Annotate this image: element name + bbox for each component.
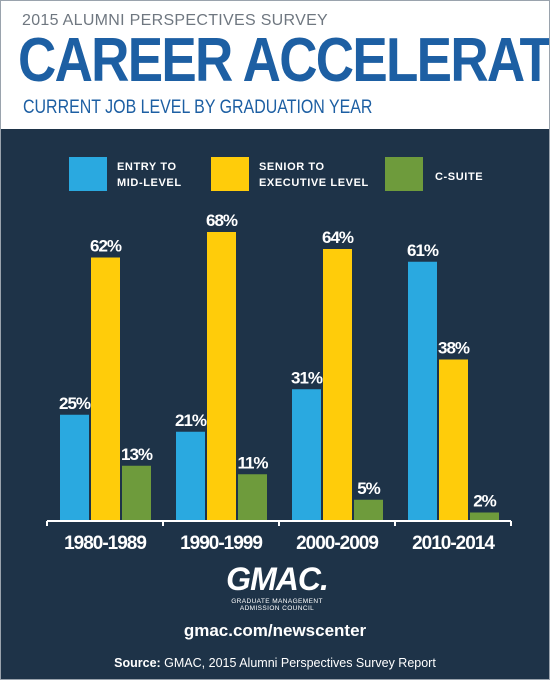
bar-entry-2010-2014	[408, 261, 437, 521]
legend-swatch-senior	[211, 157, 249, 191]
source-note: Source: GMAC, 2015 Alumni Perspectives S…	[1, 656, 549, 670]
bar-label-csuite-2010-2014: 2%	[473, 492, 496, 511]
header: 2015 ALUMNI PERSPECTIVES SURVEY CAREER A…	[1, 1, 549, 129]
page-title: CAREER ACCELERATION	[18, 26, 550, 95]
gmac-logo: GMAC.	[226, 561, 329, 597]
bar-label-entry-1990-1999: 21%	[175, 411, 207, 430]
legend-label-entry: ENTRY TO MID-LEVEL	[117, 161, 182, 189]
newscenter-link[interactable]: gmac.com/newscenter	[183, 621, 367, 640]
bar-label-csuite-2000-2009: 5%	[357, 479, 380, 498]
legend-label-csuite: C-SUITE	[435, 171, 484, 183]
bar-csuite-1990-1999	[238, 474, 267, 521]
survey-title: 2015 ALUMNI PERSPECTIVES SURVEY	[22, 12, 329, 29]
bar-senior-2010-2014	[439, 359, 468, 521]
legend-label-senior: SENIOR TO EXECUTIVE LEVEL	[259, 161, 369, 189]
bar-label-entry-2000-2009: 31%	[291, 368, 323, 387]
legend-swatch-entry	[69, 157, 107, 191]
bar-label-csuite-1980-1989: 13%	[121, 445, 153, 464]
bar-senior-1980-1989	[91, 257, 120, 521]
bar-label-senior-2010-2014: 38%	[438, 339, 470, 358]
bar-entry-1980-1989	[60, 414, 89, 521]
category-label-2000-2009: 2000-2009	[296, 533, 378, 554]
bar-entry-1990-1999	[176, 431, 205, 521]
bar-label-senior-2000-2009: 64%	[322, 228, 354, 247]
bar-entry-2000-2009	[292, 389, 321, 521]
legend-swatch-csuite	[385, 157, 423, 191]
bar-senior-2000-2009	[323, 249, 352, 521]
bar-senior-1990-1999	[207, 232, 236, 521]
category-label-1980-1989: 1980-1989	[64, 533, 146, 554]
bar-csuite-1980-1989	[122, 465, 151, 521]
category-label-1990-1999: 1990-1999	[180, 533, 262, 554]
gmac-logo-subtext: GRADUATE MANAGEMENT ADMISSION COUNCIL	[231, 598, 323, 612]
source-text: GMAC, 2015 Alumni Perspectives Survey Re…	[160, 656, 436, 670]
chart-subtitle: CURRENT JOB LEVEL BY GRADUATION YEAR	[23, 97, 373, 118]
bar-label-entry-1980-1989: 25%	[59, 394, 91, 413]
bar-label-entry-2010-2014: 61%	[407, 241, 439, 260]
bar-label-csuite-1990-1999: 11%	[237, 453, 268, 472]
category-label-2010-2014: 2010-2014	[412, 533, 495, 554]
bar-label-senior-1990-1999: 68%	[206, 211, 238, 230]
source-label: Source:	[114, 656, 161, 670]
bar-label-senior-1980-1989: 62%	[90, 237, 122, 256]
bar-csuite-2000-2009	[354, 499, 383, 521]
bar-csuite-2010-2014	[470, 512, 499, 521]
bar-chart: 25% 62% 13% 1980-1989 21% 68% 11% 1990-1999 31% 6…	[46, 211, 512, 554]
